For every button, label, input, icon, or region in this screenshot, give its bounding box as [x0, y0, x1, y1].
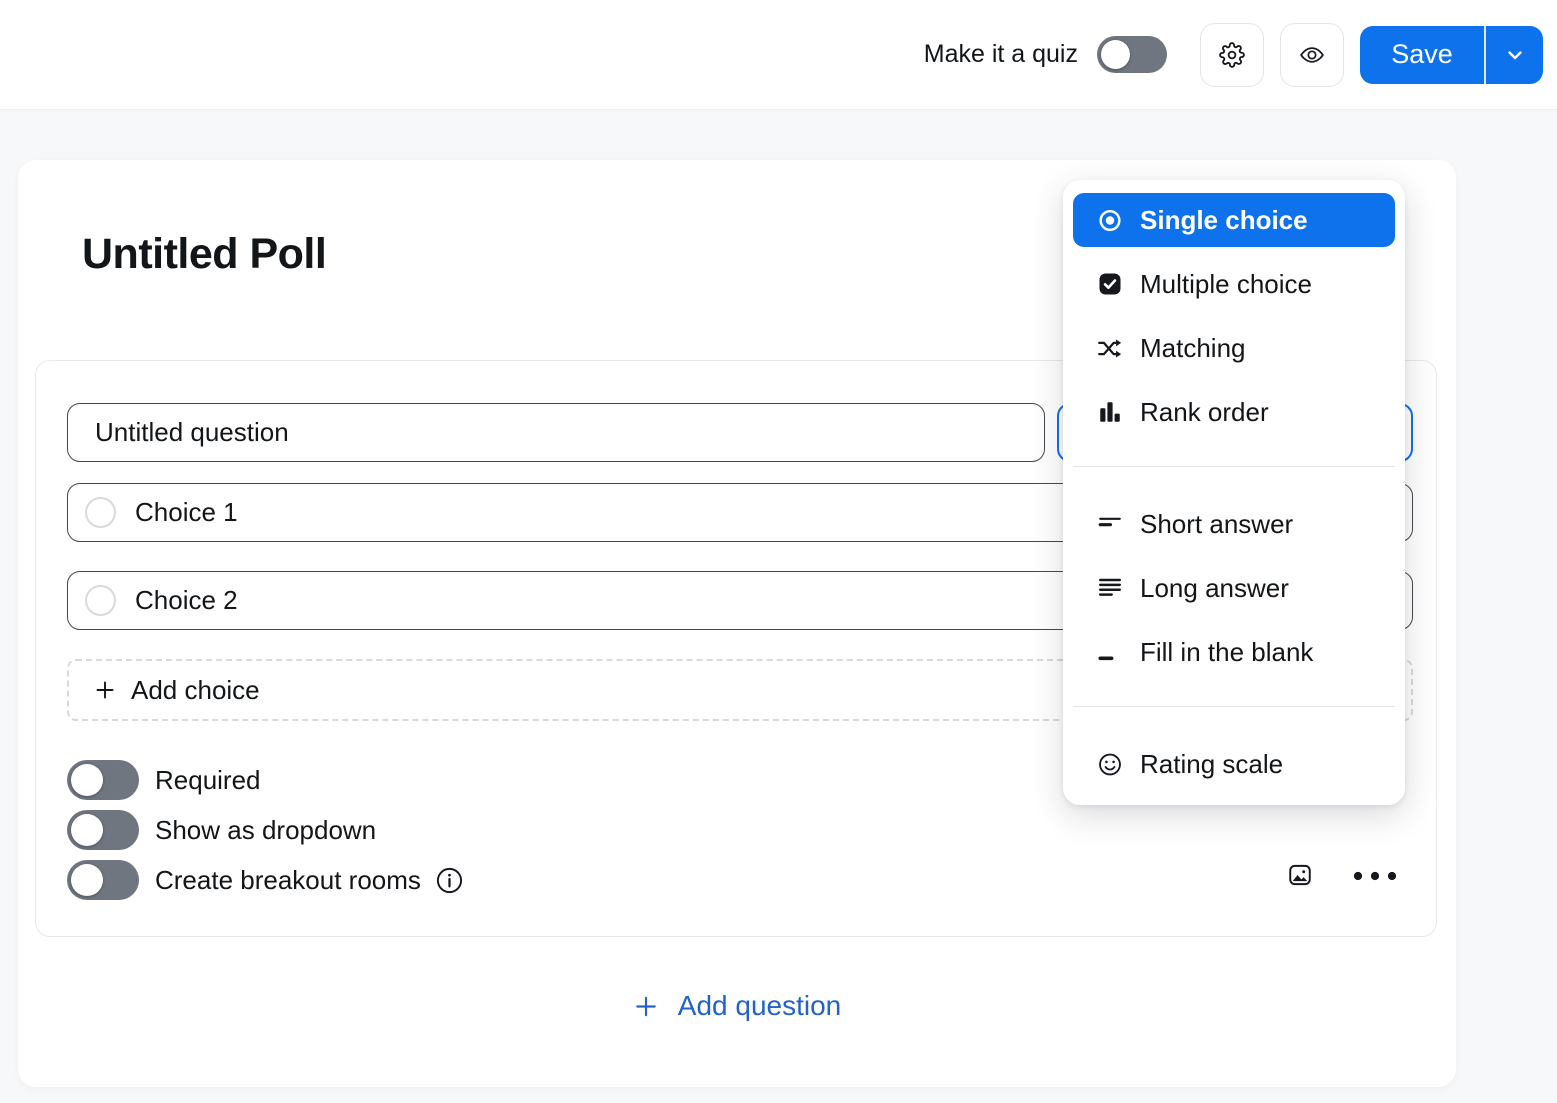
make-it-a-quiz-label: Make it a quiz: [923, 40, 1078, 68]
save-button[interactable]: Save: [1360, 25, 1484, 84]
choice-label: Choice 2: [135, 585, 238, 615]
required-row: Required: [67, 760, 261, 800]
image-icon: [1287, 862, 1313, 888]
poll-title[interactable]: Untitled Poll: [82, 230, 327, 278]
add-image-button[interactable]: [1281, 856, 1319, 894]
add-choice-label: Add choice: [131, 674, 260, 705]
menu-divider: [1073, 466, 1395, 467]
menu-item-single-choice[interactable]: Single choice: [1073, 193, 1395, 247]
menu-item-label: Long answer: [1140, 572, 1289, 603]
blank-line-icon: [1097, 639, 1123, 665]
ellipsis-icon: [1352, 863, 1398, 889]
preview-button[interactable]: [1280, 22, 1344, 87]
menu-item-label: Matching: [1140, 332, 1246, 363]
info-icon[interactable]: [435, 866, 464, 895]
menu-item-label: Rating scale: [1140, 748, 1284, 779]
radio-icon[interactable]: [85, 585, 116, 616]
show-as-dropdown-toggle[interactable]: [67, 810, 139, 850]
checkbox-icon: [1097, 271, 1123, 297]
radio-icon: [1097, 207, 1123, 233]
menu-item-label: Short answer: [1140, 508, 1294, 539]
shuffle-icon: [1097, 335, 1123, 361]
toggle-knob: [71, 814, 103, 846]
settings-button[interactable]: [1200, 22, 1264, 87]
gear-icon: [1219, 41, 1245, 68]
menu-item-label: Single choice: [1140, 204, 1308, 235]
question-title-text: Untitled question: [95, 417, 289, 447]
show-as-dropdown-row: Show as dropdown: [67, 810, 376, 850]
plus-icon: [92, 677, 118, 703]
radio-icon[interactable]: [85, 497, 116, 528]
menu-divider: [1073, 706, 1395, 707]
bar-chart-icon: [1097, 399, 1123, 425]
save-dropdown-button[interactable]: [1484, 25, 1543, 84]
question-title-input[interactable]: Untitled question: [67, 403, 1045, 462]
required-toggle[interactable]: [67, 760, 139, 800]
add-question-label: Add question: [677, 990, 842, 1021]
long-lines-icon: [1097, 575, 1123, 601]
top-toolbar: Make it a quiz Save: [0, 0, 1557, 110]
required-label: Required: [155, 764, 261, 795]
menu-item-label: Fill in the blank: [1140, 636, 1314, 667]
show-as-dropdown-label: Show as dropdown: [155, 814, 377, 845]
choice-label: Choice 1: [135, 497, 238, 527]
menu-item-rating-scale[interactable]: Rating scale: [1063, 732, 1405, 796]
menu-item-rank-order[interactable]: Rank order: [1063, 380, 1405, 444]
toggle-knob: [1101, 40, 1130, 69]
toggle-knob: [71, 764, 103, 796]
create-breakout-rooms-row: Create breakout rooms: [67, 860, 464, 900]
add-question-button[interactable]: Add question: [18, 984, 1456, 1028]
create-breakout-rooms-label: Create breakout rooms: [155, 864, 421, 895]
menu-item-matching[interactable]: Matching: [1063, 316, 1405, 380]
short-lines-icon: [1097, 511, 1123, 537]
toggle-knob: [71, 864, 103, 896]
eye-icon: [1299, 42, 1325, 68]
menu-item-short-answer[interactable]: Short answer: [1063, 492, 1405, 556]
menu-item-multiple-choice[interactable]: Multiple choice: [1063, 252, 1405, 316]
save-split-button: Save: [1360, 25, 1543, 84]
plus-icon: [633, 993, 659, 1019]
chevron-down-icon: [1502, 42, 1528, 68]
smiley-icon: [1097, 751, 1123, 777]
menu-item-fill-in-the-blank[interactable]: Fill in the blank: [1063, 620, 1405, 684]
question-type-menu: Single choice Multiple choice Matching: [1063, 180, 1405, 805]
more-options-button[interactable]: [1352, 862, 1398, 890]
create-breakout-rooms-toggle[interactable]: [67, 860, 139, 900]
menu-item-label: Rank order: [1140, 396, 1269, 427]
menu-item-long-answer[interactable]: Long answer: [1063, 556, 1405, 620]
menu-item-label: Multiple choice: [1140, 268, 1312, 299]
save-label: Save: [1391, 39, 1453, 69]
make-it-a-quiz-toggle[interactable]: [1097, 36, 1167, 73]
